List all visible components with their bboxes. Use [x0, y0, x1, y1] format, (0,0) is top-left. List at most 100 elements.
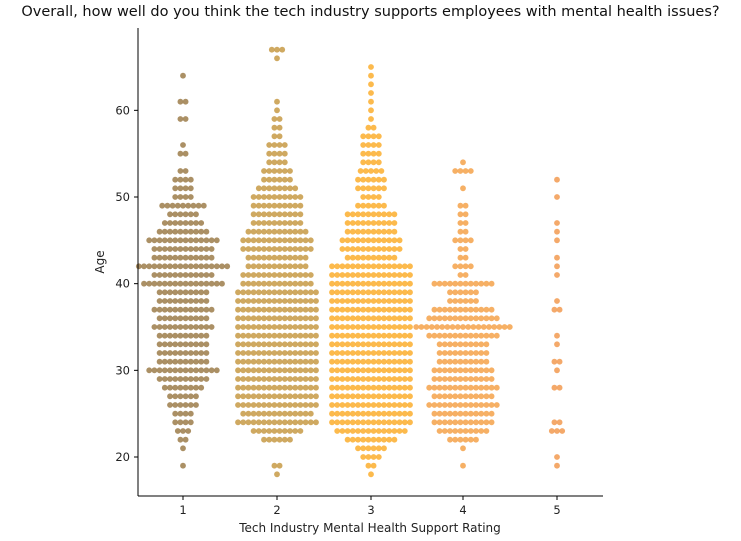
data-point: [281, 393, 288, 400]
data-point: [235, 393, 241, 400]
data-point: [161, 384, 168, 391]
data-point: [161, 367, 168, 374]
data-point: [235, 324, 241, 330]
data-point: [177, 211, 184, 218]
data-point: [370, 133, 377, 140]
data-point: [187, 263, 194, 270]
data-point: [177, 116, 184, 122]
data-point: [266, 202, 273, 209]
data-point: [391, 246, 398, 252]
data-point: [483, 376, 490, 382]
data-point: [396, 419, 403, 426]
data-point: [483, 315, 490, 322]
data-point: [370, 350, 377, 356]
data-point: [172, 194, 179, 200]
data-point: [297, 428, 304, 434]
data-point: [271, 376, 278, 382]
data-point: [156, 358, 163, 365]
data-point: [172, 350, 179, 356]
data-point: [462, 341, 469, 348]
data-point: [360, 454, 367, 460]
data-point: [250, 393, 257, 400]
data-point: [396, 237, 403, 244]
data-point: [381, 185, 387, 192]
data-point: [161, 358, 168, 365]
data-point: [457, 315, 464, 322]
data-point: [365, 142, 372, 148]
data-point: [467, 419, 474, 426]
data-point: [467, 358, 474, 365]
data-point: [271, 194, 278, 200]
data-point: [360, 332, 367, 339]
data-point: [365, 263, 372, 270]
data-point: [483, 367, 490, 374]
data-point: [281, 436, 288, 443]
data-point: [281, 289, 288, 296]
data-point: [418, 324, 425, 330]
data-point: [360, 185, 367, 192]
data-point: [198, 272, 205, 278]
data-point: [307, 272, 314, 278]
data-point: [313, 376, 319, 382]
data-point: [182, 254, 189, 261]
data-point: [182, 289, 189, 296]
data-point: [167, 211, 173, 218]
data-point: [255, 332, 262, 339]
data-point: [250, 298, 257, 304]
data-point: [447, 428, 453, 434]
data-point: [156, 228, 163, 235]
data-point: [287, 410, 293, 417]
data-point: [255, 211, 262, 218]
data-point: [554, 263, 560, 270]
data-point: [172, 324, 179, 330]
data-point: [391, 358, 398, 365]
data-point: [329, 306, 335, 313]
data-point: [431, 393, 438, 400]
data-point: [255, 315, 262, 322]
data-point: [339, 367, 346, 374]
data-point: [360, 159, 367, 166]
data-point: [462, 306, 469, 313]
data-point: [287, 263, 293, 270]
data-point: [334, 367, 341, 374]
data-point: [292, 367, 299, 374]
data-point: [462, 367, 469, 374]
data-point: [190, 202, 197, 209]
data-point: [271, 306, 278, 313]
data-point: [307, 324, 314, 330]
data-point: [313, 350, 319, 356]
data-point: [167, 289, 173, 296]
data-point: [407, 419, 413, 426]
data-point: [266, 220, 273, 226]
data-point: [436, 350, 443, 356]
data-point: [297, 306, 304, 313]
data-point: [203, 298, 210, 304]
data-point: [276, 324, 283, 330]
data-point: [365, 367, 372, 374]
data-point: [271, 462, 278, 469]
data-point: [261, 384, 267, 391]
data-point: [355, 428, 361, 434]
data-point: [250, 246, 257, 252]
data-point: [375, 194, 382, 200]
data-point: [187, 332, 194, 339]
data-point: [198, 280, 205, 287]
data-point: [355, 211, 361, 218]
data-point: [355, 237, 361, 244]
data-point: [339, 332, 346, 339]
data-point: [457, 289, 464, 296]
data-point: [370, 393, 377, 400]
data-point: [172, 332, 179, 339]
data-point: [401, 263, 408, 270]
data-point: [396, 410, 403, 417]
data-point: [172, 384, 179, 391]
data-point: [182, 393, 189, 400]
data-point: [271, 211, 278, 218]
data-point: [355, 228, 361, 235]
data-point: [287, 211, 293, 218]
data-point: [556, 419, 563, 426]
data-point: [255, 324, 262, 330]
data-point: [292, 298, 299, 304]
data-point: [559, 428, 566, 434]
data-point: [355, 367, 361, 374]
